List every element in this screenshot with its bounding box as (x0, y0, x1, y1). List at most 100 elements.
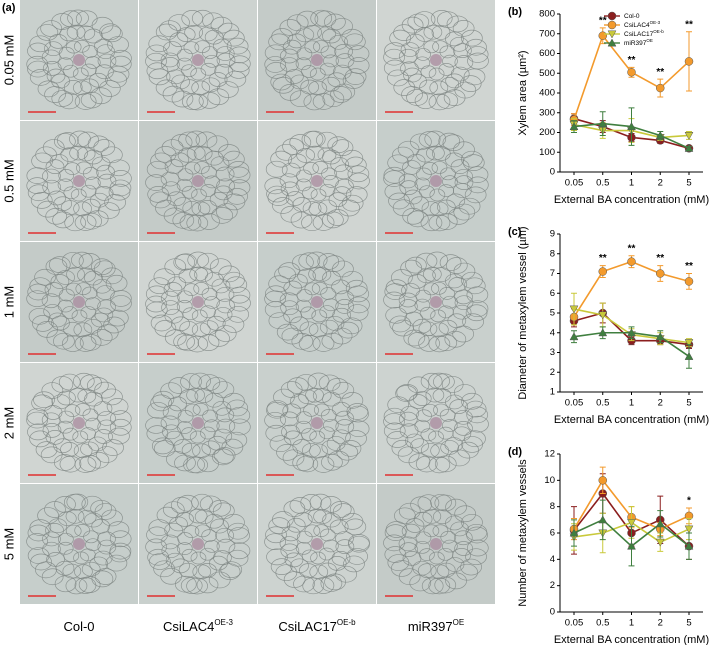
cell (108, 183, 131, 201)
cell (189, 430, 206, 444)
cell (383, 170, 405, 187)
cell (283, 280, 303, 296)
y-tick-label: 1 (550, 387, 555, 398)
cell (296, 10, 319, 28)
legend-name: CsiLAC4 (624, 22, 650, 29)
y-tick-label: 6 (550, 288, 555, 299)
cell (300, 306, 317, 320)
cell (309, 443, 328, 459)
cell (447, 208, 470, 225)
cell (392, 146, 414, 164)
cell (170, 152, 190, 168)
cell (75, 282, 92, 296)
cell (456, 563, 478, 581)
cell (80, 306, 97, 319)
cell (201, 287, 218, 301)
cell (85, 176, 101, 190)
x-tick-label: 1 (629, 618, 634, 629)
cell (147, 186, 170, 203)
cell (442, 175, 458, 188)
cell (389, 29, 411, 47)
cell (384, 183, 407, 201)
cell (51, 73, 70, 89)
cell (161, 300, 180, 315)
cell (47, 190, 67, 206)
cell (443, 89, 466, 107)
cell (341, 28, 364, 46)
cell (56, 132, 79, 149)
cell (317, 26, 336, 42)
legend-marker (607, 38, 617, 47)
cell (321, 76, 341, 92)
cell (268, 312, 291, 330)
cell (214, 63, 233, 79)
cell (431, 281, 447, 295)
cell (466, 46, 489, 63)
cell (184, 161, 201, 175)
cell (346, 548, 368, 565)
cell (162, 404, 182, 420)
cell (84, 512, 103, 528)
cell (299, 321, 319, 337)
cell (428, 67, 445, 81)
stele (73, 296, 85, 308)
cell (42, 531, 61, 547)
cell (87, 377, 109, 394)
cell (104, 194, 126, 211)
cell (162, 424, 181, 440)
cell (308, 266, 327, 282)
cell (439, 408, 456, 422)
cell (42, 168, 61, 184)
cell (179, 389, 199, 404)
cell (302, 201, 322, 216)
cell (212, 38, 232, 54)
cell (436, 199, 456, 215)
cell (312, 161, 329, 174)
cell (34, 268, 56, 286)
cell (213, 307, 233, 322)
x-axis-label: External BA concentration (mM) (554, 634, 709, 645)
cell (405, 433, 424, 449)
data-point (569, 305, 579, 314)
cell (454, 289, 473, 305)
cell (145, 538, 167, 556)
cell (186, 93, 209, 111)
cell (272, 76, 295, 94)
cell (81, 286, 98, 300)
cell (407, 273, 427, 289)
cell (412, 560, 432, 576)
y-tick-label: 12 (544, 449, 555, 460)
cell (186, 387, 205, 403)
cell (54, 496, 76, 513)
cell (76, 161, 92, 175)
cell (466, 526, 488, 544)
cell (146, 160, 169, 178)
cell (86, 210, 109, 227)
cell (216, 298, 236, 314)
cell (145, 52, 167, 70)
cell (57, 420, 74, 434)
cell (388, 192, 410, 210)
cell (211, 206, 234, 224)
cell (348, 172, 370, 190)
cell (264, 533, 286, 551)
cell (80, 184, 97, 198)
cell (454, 55, 474, 70)
cell (329, 501, 352, 518)
cell (445, 273, 464, 289)
y-tick-label: 7 (550, 268, 555, 279)
cell (29, 277, 52, 295)
cell (312, 267, 332, 282)
cell (420, 443, 440, 458)
cell (208, 435, 227, 451)
cell (42, 422, 62, 438)
micrograph (377, 242, 495, 362)
cell (65, 577, 88, 595)
cell (335, 299, 355, 314)
column-sup: OE-b (337, 618, 356, 627)
cell (296, 455, 319, 473)
cell (26, 411, 48, 429)
cell (191, 9, 214, 27)
x-tick-label: 1 (629, 178, 634, 189)
cell (437, 547, 454, 561)
